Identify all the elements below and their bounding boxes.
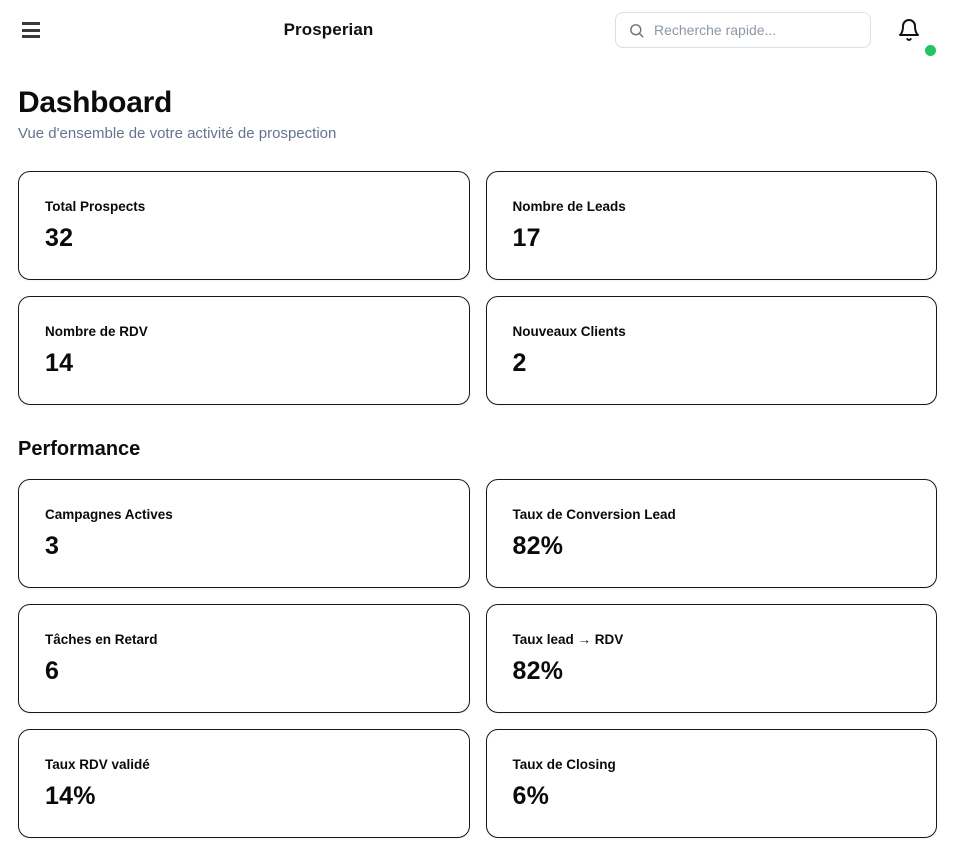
- quick-search[interactable]: [615, 12, 871, 48]
- page-title: Dashboard: [18, 86, 172, 119]
- stat-label: Nouveaux Clients: [512, 324, 626, 339]
- performance-grid: Campagnes Actives 3 Taux de Conversion L…: [18, 479, 937, 838]
- perf-label: Campagnes Actives: [45, 507, 173, 522]
- perf-value: 14%: [45, 782, 96, 810]
- perf-card-taches-en-retard: Tâches en Retard 6: [18, 604, 470, 713]
- hamburger-menu-icon[interactable]: [22, 22, 42, 38]
- stat-card-nouveaux-clients: Nouveaux Clients 2: [485, 296, 937, 405]
- performance-section-title: Performance: [18, 438, 141, 460]
- stat-label: Nombre de Leads: [512, 199, 626, 214]
- notifications-button[interactable]: [897, 18, 936, 56]
- perf-label: Taux RDV validé: [45, 757, 150, 772]
- perf-card-taux-conversion-lead: Taux de Conversion Lead 82%: [485, 479, 937, 588]
- perf-card-taux-lead-rdv: Taux lead → RDV 82%: [485, 604, 937, 713]
- page-subtitle: Vue d'ensemble de votre activité de pros…: [18, 125, 337, 142]
- perf-label: Tâches en Retard: [45, 632, 158, 647]
- perf-value: 3: [45, 532, 60, 560]
- perf-value: 6: [45, 657, 60, 685]
- bell-icon: [899, 19, 919, 41]
- perf-value: 82%: [512, 657, 564, 685]
- perf-card-taux-rdv-valide: Taux RDV validé 14%: [18, 729, 470, 838]
- perf-value: 6%: [512, 782, 550, 810]
- app-header: Prosperian: [0, 0, 955, 60]
- perf-label: Taux de Conversion Lead: [512, 507, 676, 522]
- perf-card-campagnes-actives: Campagnes Actives 3: [18, 479, 470, 588]
- perf-label: Taux de Closing: [512, 757, 616, 772]
- stat-value: 14: [45, 349, 74, 377]
- app-title: Prosperian: [283, 20, 374, 39]
- stat-card-total-prospects: Total Prospects 32: [18, 171, 470, 280]
- dashboard-page: Dashboard Vue d'ensemble de votre activi…: [0, 86, 955, 838]
- stat-value: 17: [512, 224, 541, 252]
- stat-card-nombre-leads: Nombre de Leads 17: [485, 171, 937, 280]
- perf-value: 82%: [512, 532, 564, 560]
- stat-value: 2: [512, 349, 527, 377]
- stat-value: 32: [45, 224, 74, 252]
- online-status-dot: [925, 45, 936, 56]
- perf-card-taux-de-closing: Taux de Closing 6%: [485, 729, 937, 838]
- stat-label: Nombre de RDV: [45, 324, 148, 339]
- stat-card-nombre-rdv: Nombre de RDV 14: [18, 296, 470, 405]
- perf-label: Taux lead → RDV: [512, 632, 624, 647]
- stats-grid: Total Prospects 32 Nombre de Leads 17 No…: [18, 171, 937, 405]
- search-icon: [630, 23, 644, 38]
- search-input[interactable]: [654, 22, 858, 38]
- stat-label: Total Prospects: [45, 199, 146, 214]
